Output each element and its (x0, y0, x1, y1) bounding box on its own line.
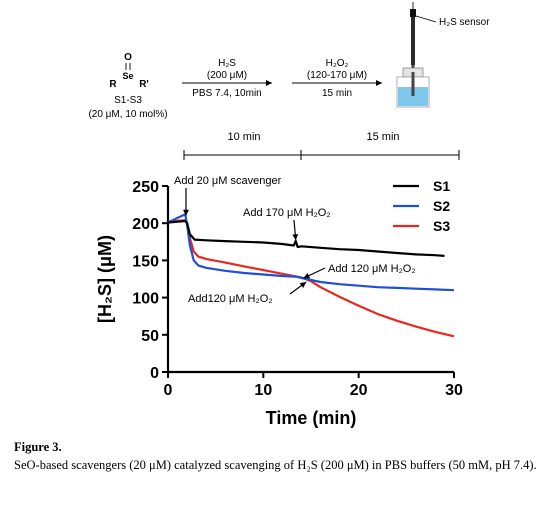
x-tick-label: 0 (164, 382, 173, 399)
annotation-h2o2-s2: Add 120 μM H₂O₂ (328, 263, 416, 275)
figure-caption: SeO-based scavengers (20 μM) catalyzed s… (14, 458, 537, 472)
r-group-right: R' (139, 79, 149, 90)
step1-conditions: PBS 7.4, 10min (192, 88, 261, 99)
timeline-label-first: 10 min (227, 131, 260, 143)
figure-title: Figure 3. (14, 440, 62, 454)
y-tick-label: 50 (141, 328, 159, 345)
y-tick-label: 250 (132, 179, 159, 196)
annotation-h2o2-s3-arrow-head (299, 281, 307, 288)
y-axis-title: [H₂S] (μM) (95, 235, 115, 323)
step2-time: 15 min (322, 88, 352, 99)
annotation-h2o2-s1: Add 170 μM H₂O₂ (243, 207, 331, 219)
legend-label-s3: S3 (433, 218, 450, 234)
series-line-s3 (167, 219, 455, 338)
y-tick-label: 200 (132, 216, 159, 233)
h2s-chart: 0 10 20 30 0 50 100 150 200 250 Time (min) [H₂S] (μ… (95, 175, 463, 428)
x-tick-label: 20 (350, 382, 368, 399)
legend-label-s1: S1 (433, 178, 450, 194)
annotation-scavenger-arrow-head (183, 209, 189, 216)
y-tick-label: 150 (132, 253, 159, 270)
y-tick-label: 100 (132, 291, 159, 308)
selenium-label: Se (122, 71, 133, 81)
step1-concentration: (200 μM) (207, 70, 247, 81)
axes: 0 10 20 30 0 50 100 150 200 250 Time (min) [H₂S] (μ… (95, 179, 463, 428)
reaction-scheme: O Se R R' S1-S3 (20 μM, 10 mol%) H₂S (20… (88, 2, 490, 160)
timeline-bar (183, 150, 460, 160)
annotations: Add 20 μM scavenger Add 170 μM H₂O₂ Add 12… (174, 175, 416, 305)
series-group (167, 213, 455, 338)
legend-label-s2: S2 (433, 198, 450, 214)
annotation-h2o2-s3: Add120 μM H₂O₂ (188, 293, 273, 305)
timeline-label-second: 15 min (366, 131, 399, 143)
x-axis-title: Time (min) (266, 408, 357, 428)
y-tick-label: 0 (150, 365, 159, 382)
compound-concentration: (20 μM, 10 mol%) (88, 109, 167, 120)
series-line-s1 (167, 219, 445, 257)
step2-reagent: H₂O₂ (326, 58, 349, 69)
step2-concentration: (120-170 μM) (307, 70, 367, 81)
series-line-s2 (167, 213, 455, 292)
vial-icon (396, 67, 430, 108)
oxygen-label: O (124, 52, 132, 63)
annotation-scavenger: Add 20 μM scavenger (174, 175, 282, 187)
legend: S1 S2 S3 (393, 178, 450, 234)
compound-name: S1-S3 (114, 95, 142, 106)
x-tick-label: 10 (254, 382, 272, 399)
sensor-label: H₂S sensor (439, 17, 490, 28)
step1-reagent: H₂S (218, 58, 236, 69)
annotation-h2o2-s1-arrow-head (292, 234, 299, 241)
r-group-left: R (109, 79, 117, 90)
annotation-h2o2-s2-arrow-head (303, 272, 311, 279)
x-tick-label: 30 (445, 382, 463, 399)
